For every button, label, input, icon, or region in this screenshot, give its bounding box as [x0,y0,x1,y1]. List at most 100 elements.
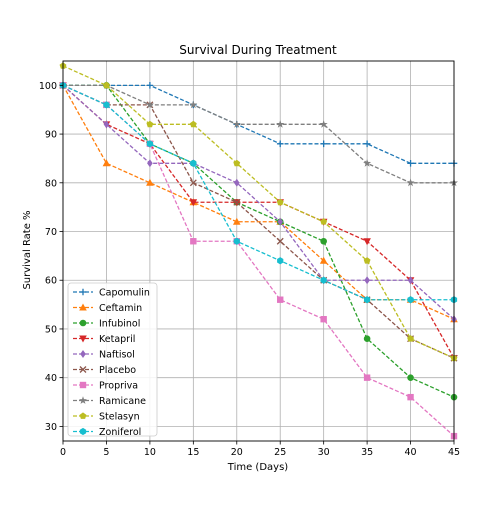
axes: 0 5 10 15 20 25 30 35 40 45 30 40 50 60 70 80 90 100 [39,60,460,458]
series-line-placebo [62,84,455,359]
series-naftisol [60,81,457,324]
data-point-placebo [233,198,241,206]
series-line-zoniferol [62,84,454,301]
x-tick-label: 15 [187,447,199,458]
data-point-naftisol [277,217,284,226]
data-point-stelasyn [233,159,241,167]
data-point-stelasyn [189,120,197,128]
data-point-naftisol [103,120,110,129]
y-tick-label: 80 [45,178,57,189]
data-point-stelasyn [103,81,110,89]
legend-item-placebo: Placebo [73,365,136,376]
legend-marker-propriva [79,381,87,389]
legend: Capomulin Ceftamin Infubinol Ketapril Naftis… [67,282,158,438]
data-point-placebo [276,237,284,245]
x-axis-label: Time (Days) [227,462,289,473]
legend-item-stelasyn: Stelasyn [73,412,140,423]
legend-item-propriva: Propriva [73,381,138,392]
data-point-stelasyn [276,198,284,206]
data-point-stelasyn [363,257,371,264]
data-point-placebo [189,179,197,187]
x-tick-label: 45 [448,447,460,458]
x-tick-label: 5 [103,447,109,458]
y-tick-label: 100 [39,81,57,92]
data-point-capomulin [276,140,284,148]
legend-item-zoniferol: Zoniferol [73,427,141,438]
x-tick-label: 40 [405,447,417,458]
data-point-naftisol [407,276,414,285]
data-point-capomulin [146,82,154,89]
legend-label-ramicane: Ramicane [99,396,146,407]
data-point-capomulin [407,160,414,167]
data-point-stelasyn [320,218,328,225]
data-point-ceftamin [102,159,111,167]
chart-title: Survival During Treatment [179,43,337,57]
legend-marker-naftisol [80,350,86,358]
data-point-naftisol [147,159,153,168]
series-line-infubinol [63,84,455,398]
y-tick-label: 40 [45,373,57,384]
legend-item-ramicane: Ramicane [73,396,146,407]
data-point-ketapril [189,199,198,207]
data-point-zoniferol [320,276,327,284]
data-point-propriva [190,238,197,245]
x-tick-label: 10 [144,447,156,458]
data-point-zoniferol [146,140,154,148]
data-point-ramicane [276,120,285,128]
series-line-ramicane [63,84,454,184]
data-point-propriva [363,374,371,381]
data-point-zoniferol [233,237,240,245]
data-point-infubinol [363,335,371,342]
data-point-propriva [277,296,284,303]
series-line-capomulin [63,84,454,164]
data-point-ramicane [406,178,415,187]
legend-marker-ceftamin [79,303,87,311]
data-point-ramicane [363,159,372,167]
legend-label-stelasyn: Stelasyn [99,412,140,423]
y-tick-label: 60 [45,276,57,287]
series-stelasyn [59,62,458,362]
data-point-ramicane [232,120,241,128]
data-point-ramicane [319,120,328,128]
data-point-ceftamin [232,217,241,225]
plot-frame [62,60,455,442]
legend-label-capomulin: Capomulin [99,288,150,299]
legend-item-ceftamin: Ceftamin [73,303,142,314]
data-point-naftisol [233,178,240,187]
series-line-ceftamin [62,85,455,320]
legend-marker-ketapril [79,335,87,343]
data-point-naftisol [364,276,370,285]
legend-marker-ramicane [79,396,87,404]
legend-marker-placebo [79,366,87,373]
legend-marker-infubinol [79,319,87,327]
legend-box [67,282,158,437]
x-tick-label: 35 [361,447,373,458]
data-point-zoniferol [363,296,371,304]
y-axis-label: Survival Rate % [22,210,33,289]
legend-marker-stelasyn [79,412,87,419]
data-point-zoniferol [407,296,414,304]
y-tick-label: 30 [45,422,57,433]
data-point-ramicane [189,100,198,109]
data-point-stelasyn [407,335,414,342]
x-tick-label: 20 [231,447,243,458]
data-point-capomulin [320,140,327,148]
data-point-zoniferol [277,257,284,265]
y-tick-label: 90 [45,130,57,141]
data-point-ceftamin [319,256,328,264]
legend-item-ketapril: Ketapril [73,334,135,345]
legend-marker-capomulin [79,288,87,296]
legend-label-infubinol: Infubinol [99,319,140,330]
data-point-propriva [320,316,327,323]
legend-label-ceftamin: Ceftamin [99,303,142,314]
legend-item-naftisol: Naftisol [73,350,135,361]
data-point-stelasyn [146,120,154,128]
legend-item-capomulin: Capomulin [73,288,150,299]
data-point-ketapril [363,238,371,246]
legend-marker-zoniferol [79,427,87,436]
legend-item-infubinol: Infubinol [73,319,140,330]
legend-label-zoniferol: Zoniferol [99,427,141,438]
y-tick-label: 50 [45,324,57,335]
